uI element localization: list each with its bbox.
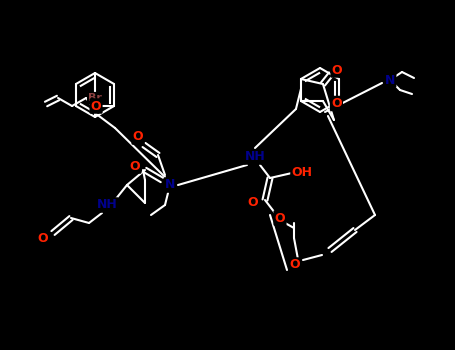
Text: O: O [290,259,300,272]
Text: O: O [133,131,143,144]
Text: O: O [91,99,101,112]
Text: O: O [38,231,48,245]
Text: OH: OH [292,167,313,180]
Text: O: O [248,196,258,210]
Text: O: O [331,97,342,110]
Text: O: O [275,211,285,224]
Text: O: O [130,160,140,173]
Text: N: N [385,74,395,86]
Text: N: N [165,178,175,191]
Text: Br: Br [88,93,102,103]
Text: O: O [332,63,342,77]
Text: NH: NH [245,150,265,163]
Text: NH: NH [96,198,117,211]
